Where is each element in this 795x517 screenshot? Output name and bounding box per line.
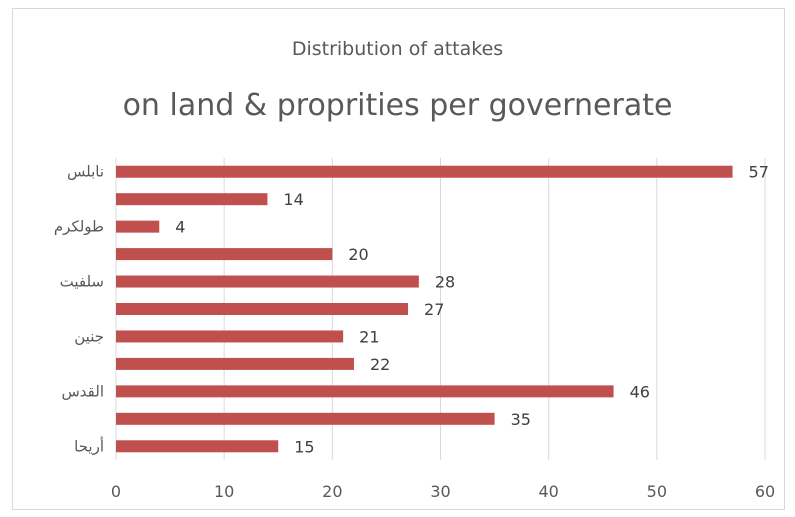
gridlines bbox=[115, 158, 766, 460]
bar-7 bbox=[116, 357, 354, 370]
bar-10 bbox=[116, 440, 279, 453]
data-label-1: 14 bbox=[283, 190, 303, 209]
bars bbox=[116, 165, 733, 453]
bar-8 bbox=[116, 385, 614, 398]
bar-3 bbox=[116, 248, 333, 261]
chart-title: Distribution of attakes bbox=[291, 38, 504, 60]
x-tick-label-30: 30 bbox=[430, 482, 450, 501]
bar-6 bbox=[116, 330, 344, 343]
chart-subtitle: on land & proprities per governerate bbox=[122, 88, 673, 123]
data-label-7: 22 bbox=[370, 355, 390, 374]
data-label-4: 28 bbox=[435, 273, 455, 292]
x-tick-label-20: 20 bbox=[322, 482, 342, 501]
data-label-8: 46 bbox=[630, 382, 650, 401]
bar-5 bbox=[116, 303, 409, 315]
x-tick-label-0: 0 bbox=[111, 482, 121, 501]
category-label-2: طولكرم bbox=[54, 218, 104, 236]
data-label-10: 15 bbox=[294, 437, 314, 456]
bar-2 bbox=[116, 220, 160, 233]
bar-9 bbox=[116, 412, 495, 425]
data-label-3: 20 bbox=[348, 245, 368, 264]
category-label-6: جنين bbox=[74, 327, 104, 345]
bar-4 bbox=[116, 275, 419, 288]
x-tick-label-10: 10 bbox=[214, 482, 234, 501]
data-label-6: 21 bbox=[359, 327, 379, 346]
category-label-0: نابلس bbox=[67, 163, 104, 181]
data-label-5: 27 bbox=[424, 300, 444, 319]
data-label-0: 57 bbox=[749, 163, 769, 182]
labels: 0 10 20 30 40 50 60 57 نابلس 14 4 طولكرم 20 28 سلفيت 27… bbox=[54, 163, 775, 501]
x-tick-label-40: 40 bbox=[538, 482, 558, 501]
data-label-2: 4 bbox=[175, 218, 185, 237]
category-label-10: أريحا bbox=[74, 436, 104, 455]
category-label-8: القدس bbox=[61, 382, 104, 400]
x-tick-label-50: 50 bbox=[647, 482, 667, 501]
x-tick-label-60: 60 bbox=[755, 482, 775, 501]
bar-0 bbox=[116, 165, 733, 178]
bar-1 bbox=[116, 193, 268, 206]
data-label-9: 35 bbox=[511, 410, 531, 429]
category-label-4: سلفيت bbox=[60, 273, 104, 291]
